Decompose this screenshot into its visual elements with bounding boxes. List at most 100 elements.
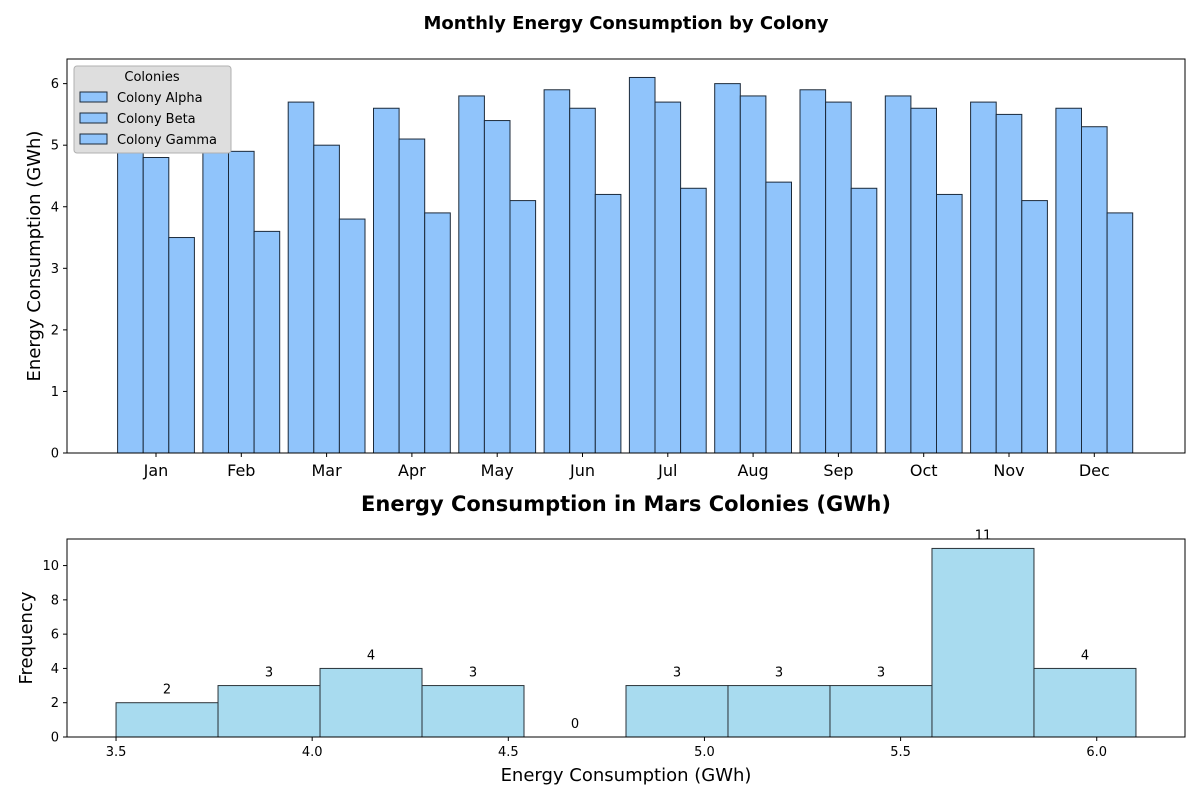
y-tick-label: 5 (51, 139, 59, 154)
bar-colony-alpha-jun (543, 89, 571, 454)
hist-bar-9 (931, 547, 1035, 738)
bar-colony-alpha-dec (1055, 107, 1083, 454)
bottom-chart-ylabel: Frequency (16, 591, 37, 684)
x-tick-label-aug: Aug (737, 461, 768, 480)
y-tick-label: 10 (42, 559, 59, 574)
x-tick-label-mar: Mar (312, 461, 343, 480)
y-tick-label: 2 (51, 696, 59, 711)
bottom-chart-y-axis: 0 2 4 6 8 10 (42, 559, 67, 746)
x-tick-label: 5.0 (694, 745, 715, 760)
bar-colony-alpha-jul (628, 76, 656, 454)
bar-colony-alpha-oct (884, 95, 912, 454)
bar-colony-gamma-jun (594, 193, 622, 454)
y-tick-label: 3 (51, 262, 59, 277)
y-tick-label: 6 (51, 77, 59, 92)
y-tick-label: 0 (51, 447, 59, 462)
bottom-chart-title: Energy Consumption in Mars Colonies (GWh… (361, 492, 891, 516)
x-tick-label-oct: Oct (910, 461, 938, 480)
bar-colony-gamma-jul (680, 187, 707, 454)
top-chart-title: Monthly Energy Consumption by Colony (423, 13, 828, 34)
legend-label-colony-alpha: Colony Alpha (117, 91, 203, 106)
bar-colony-beta-jan (142, 157, 170, 454)
y-tick-label: 2 (51, 323, 59, 338)
hist-data-label-7: 3 (775, 666, 783, 681)
x-tick-label-dec: Dec (1079, 461, 1110, 480)
top-chart-bars (117, 76, 1134, 454)
bar-colony-beta-aug (739, 95, 767, 454)
bar-colony-beta-jul (654, 101, 682, 454)
bar-colony-gamma-mar (338, 218, 366, 454)
legend-label-colony-beta: Colony Beta (117, 112, 196, 127)
top-chart-frame (66, 58, 1186, 454)
x-tick-label: 4.0 (302, 745, 323, 760)
legend-swatch-colony-gamma (79, 133, 108, 145)
hist-data-label-2: 3 (265, 666, 273, 681)
bar-colony-alpha-mar (287, 101, 315, 454)
bar-colony-alpha-apr (373, 107, 400, 454)
bar-colony-alpha-feb (202, 113, 229, 454)
legend-label-colony-gamma: Colony Gamma (117, 133, 217, 148)
hist-bar-10 (1033, 667, 1137, 738)
hist-bar-8 (829, 685, 933, 738)
x-tick-label-nov: Nov (993, 461, 1024, 480)
bar-colony-beta-feb (228, 150, 255, 454)
y-tick-label: 1 (51, 385, 59, 400)
bar-colony-alpha-nov (970, 101, 997, 454)
hist-data-label-9: 11 (975, 528, 992, 543)
bar-colony-gamma-may (509, 200, 537, 454)
bar-colony-alpha-aug (714, 83, 741, 454)
x-tick-label: 6.0 (1086, 745, 1107, 760)
hist-data-label-8: 3 (877, 666, 885, 681)
y-tick-label: 8 (51, 593, 59, 608)
bar-colony-beta-apr (398, 138, 426, 454)
bottom-chart-data-labels: 2 3 4 3 0 3 3 3 11 4 (163, 528, 1089, 732)
bar-colony-gamma-dec (1106, 212, 1134, 454)
bar-colony-gamma-feb (253, 230, 281, 454)
hist-data-label-6: 3 (673, 666, 681, 681)
bar-colony-gamma-aug (765, 181, 793, 454)
hist-bar-1 (115, 702, 219, 738)
hist-bar-2 (217, 685, 321, 738)
y-tick-label: 4 (51, 662, 59, 677)
x-tick-label: 4.5 (498, 745, 519, 760)
bottom-chart-frame (66, 538, 1186, 738)
top-chart-ylabel: Energy Consumption (GWh) (24, 131, 45, 382)
bar-colony-beta-oct (910, 107, 938, 454)
top-chart-x-axis: Jan Feb Mar Apr May Jun Jul Aug Sep Oct Nov Dec (143, 453, 1110, 480)
hist-data-label-3: 4 (367, 648, 375, 663)
x-tick-label-jun: Jun (569, 461, 595, 480)
x-tick-label-apr: Apr (398, 461, 426, 480)
hist-bar-7 (727, 685, 831, 738)
x-tick-label: 5.5 (890, 745, 911, 760)
hist-data-label-1: 2 (163, 683, 171, 698)
bar-colony-gamma-nov (1021, 200, 1048, 454)
bar-colony-gamma-oct (936, 193, 963, 454)
y-tick-label: 0 (51, 731, 59, 746)
hist-bar-3 (319, 667, 423, 738)
bottom-chart-x-axis: 3.5 4.0 4.5 5.0 5.5 6.0 (106, 737, 1107, 760)
x-tick-label-may: May (481, 461, 514, 480)
bar-colony-gamma-sep (850, 187, 878, 454)
bar-colony-beta-dec (1081, 126, 1108, 454)
bar-colony-beta-mar (313, 144, 340, 454)
x-tick-label-jan: Jan (143, 461, 169, 480)
bar-colony-beta-nov (995, 113, 1023, 454)
bar-colony-alpha-may (458, 95, 485, 454)
x-tick-label-feb: Feb (227, 461, 255, 480)
bar-colony-alpha-sep (799, 89, 827, 454)
hist-data-label-4: 3 (469, 666, 477, 681)
hist-data-label-5: 0 (571, 717, 579, 732)
y-tick-label: 4 (51, 200, 59, 215)
top-chart-legend: Colonies Colony Alpha Colony Beta Colony G… (73, 65, 232, 154)
bar-colony-beta-may (483, 120, 511, 454)
bar-colony-gamma-jan (168, 237, 195, 454)
hist-bar-6 (625, 685, 729, 738)
legend-box (73, 65, 232, 154)
bar-colony-beta-jun (569, 107, 596, 454)
hist-data-label-10: 4 (1081, 648, 1089, 663)
x-tick-label-sep: Sep (823, 461, 853, 480)
bar-colony-beta-sep (825, 101, 852, 454)
bottom-chart-xlabel: Energy Consumption (GWh) (501, 765, 752, 786)
